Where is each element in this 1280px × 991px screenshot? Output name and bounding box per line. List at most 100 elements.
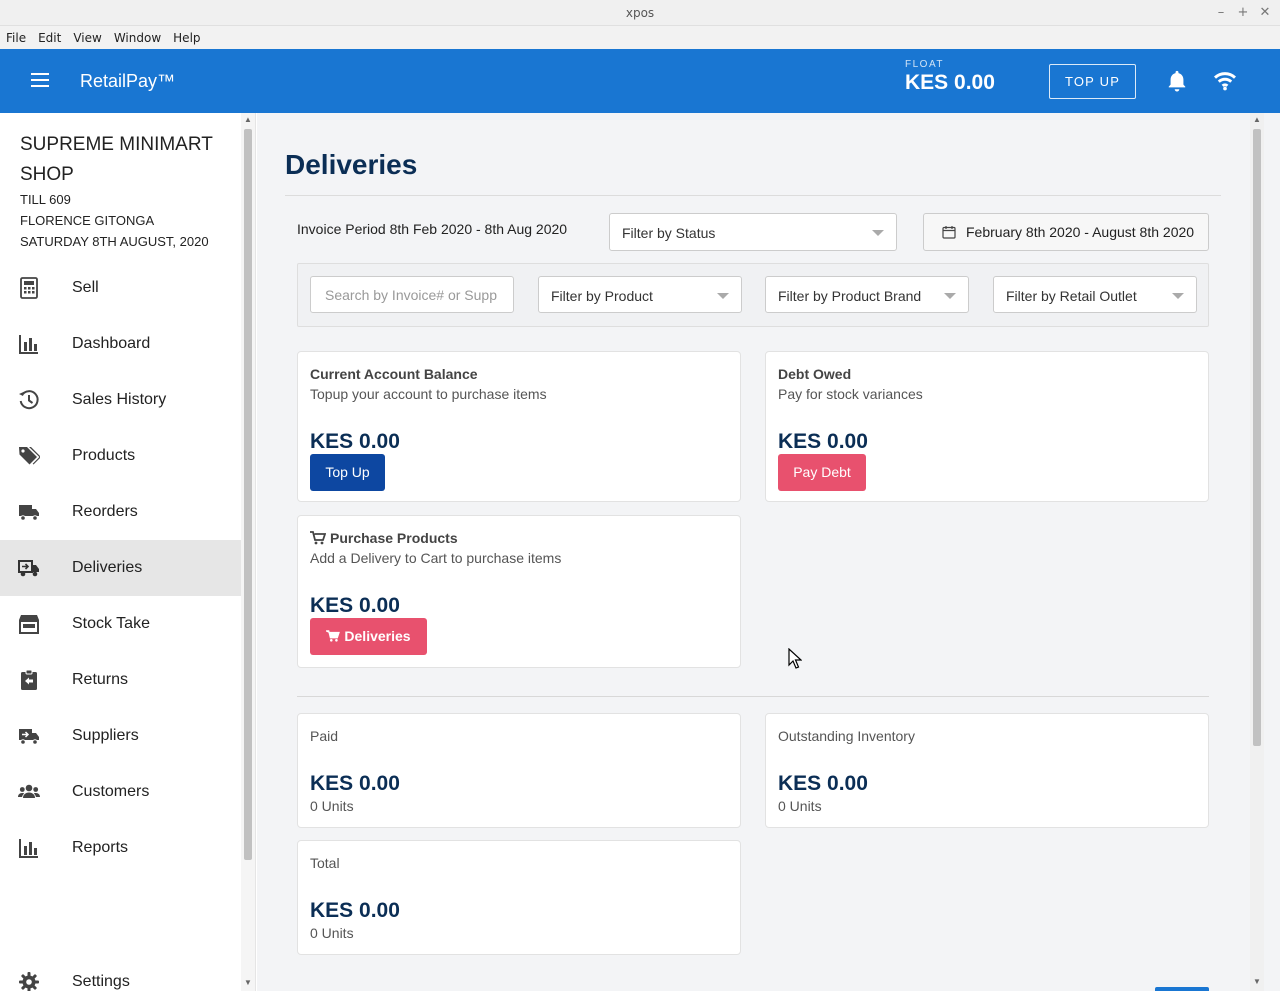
calendar-icon: [942, 226, 956, 239]
page-title: Deliveries: [285, 149, 418, 180]
outstanding-amount: KES 0.00: [778, 772, 868, 795]
main-scroll-up-icon[interactable]: ▲: [1253, 115, 1261, 124]
menu-window[interactable]: Window: [113, 30, 162, 45]
card-title: Debt Owed: [778, 366, 852, 382]
bell-icon[interactable]: [1166, 69, 1188, 93]
chevron-down-icon: [872, 230, 884, 236]
sidebar-item-label: Reorders: [72, 503, 138, 520]
sidebar-scroll-up-icon[interactable]: ▲: [244, 115, 252, 124]
main-content: Deliveries Invoice Period 8th Feb 2020 -…: [257, 113, 1280, 991]
menu-edit[interactable]: Edit: [38, 30, 62, 45]
card-subtitle: Add a Delivery to Cart to purchase items: [310, 550, 562, 566]
sidebar-item-label: Returns: [72, 671, 129, 688]
pay-debt-button[interactable]: Pay Debt: [778, 454, 866, 491]
main-scroll-down-icon[interactable]: ▼: [1253, 977, 1261, 986]
cart-icon: [326, 630, 341, 642]
window-titlebar: xpos – + ✕: [0, 0, 1280, 26]
calculator-icon: [20, 277, 38, 299]
filter-bar: Filter by Product Filter by Product Bran…: [297, 263, 1209, 327]
search-input[interactable]: [310, 276, 514, 313]
menu-help[interactable]: Help: [173, 30, 201, 45]
date-range-button[interactable]: February 8th 2020 - August 8th 2020: [923, 213, 1209, 251]
chevron-down-icon: [717, 293, 729, 299]
sidebar-item-deliveries[interactable]: Deliveries: [0, 540, 241, 596]
product-filter-select[interactable]: Filter by Product: [538, 276, 742, 313]
sidebar-item-reorders[interactable]: Reorders: [0, 484, 241, 540]
sidebar-item-label: Sell: [72, 279, 99, 296]
status-filter-select[interactable]: Filter by Status: [609, 213, 897, 251]
tags-icon: [19, 447, 40, 465]
sidebar-item-label: Settings: [72, 973, 130, 990]
sidebar-item-dashboard[interactable]: Dashboard: [0, 316, 241, 372]
sidebar-item-suppliers[interactable]: Suppliers: [0, 708, 241, 764]
retail-outlet-filter-value: Filter by Retail Outlet: [1006, 288, 1137, 304]
retail-outlet-filter-select[interactable]: Filter by Retail Outlet: [993, 276, 1197, 313]
purchase-products-card: Purchase Products Add a Delivery to Cart…: [297, 515, 741, 668]
paid-stat-card: Paid KES 0.00 0 Units: [297, 713, 741, 828]
balance-amount: KES 0.00: [310, 430, 400, 453]
sidebar-item-sales-history[interactable]: Sales History: [0, 372, 241, 428]
sidebar-item-products[interactable]: Products: [0, 428, 241, 484]
deliveries-cart-button[interactable]: Deliveries: [310, 618, 427, 655]
maximize-button[interactable]: +: [1237, 5, 1249, 20]
header-top-up-button[interactable]: TOP UP: [1049, 64, 1136, 99]
return-clipboard-icon: [21, 669, 37, 690]
product-brand-filter-value: Filter by Product Brand: [778, 288, 922, 304]
sidebar-item-label: Suppliers: [72, 727, 139, 744]
floating-action-button[interactable]: [1155, 987, 1209, 991]
minimize-button[interactable]: –: [1217, 5, 1225, 20]
sidebar-item-label: Stock Take: [72, 615, 150, 632]
account-balance-card: Current Account Balance Topup your accou…: [297, 351, 741, 502]
sidebar-item-label: Dashboard: [72, 335, 151, 352]
sidebar-item-settings[interactable]: Settings: [0, 954, 241, 991]
wifi-icon[interactable]: [1213, 69, 1237, 91]
till-number: TILL 609: [20, 192, 71, 207]
card-subtitle: Topup your account to purchase items: [310, 386, 547, 402]
truck-icon: [19, 505, 39, 521]
card-title: Total: [310, 855, 340, 871]
users-icon: [18, 784, 40, 798]
sidebar: SUPREME MINIMART SHOP TILL 609 FLORENCE …: [0, 113, 256, 991]
close-button[interactable]: ✕: [1259, 5, 1271, 20]
main-scrollbar-thumb[interactable]: [1253, 129, 1261, 746]
sidebar-item-stock-take[interactable]: Stock Take: [0, 596, 241, 652]
sidebar-scrollbar-thumb[interactable]: [244, 129, 252, 860]
total-stat-card: Total KES 0.00 0 Units: [297, 840, 741, 955]
float-display: FLOAT KES 0.00: [905, 59, 995, 95]
sidebar-item-reports[interactable]: Reports: [0, 820, 241, 876]
card-title: Purchase Products: [330, 530, 458, 546]
sidebar-item-sell[interactable]: Sell: [0, 260, 241, 316]
cart-icon: [310, 531, 326, 545]
user-name: FLORENCE GITONGA: [20, 213, 155, 228]
store-icon: [19, 615, 39, 634]
float-label: FLOAT: [905, 59, 944, 70]
deliveries-button-label: Deliveries: [344, 628, 411, 644]
invoice-period: Invoice Period 8th Feb 2020 - 8th Aug 20…: [297, 221, 568, 237]
chevron-down-icon: [944, 293, 956, 299]
menu-view[interactable]: View: [73, 30, 102, 45]
menu-file[interactable]: File: [6, 30, 27, 45]
status-filter-value: Filter by Status: [622, 225, 716, 241]
sidebar-item-customers[interactable]: Customers: [0, 764, 241, 820]
divider: [297, 696, 1209, 697]
sidebar-item-returns[interactable]: Returns: [0, 652, 241, 708]
menu-icon[interactable]: [31, 73, 49, 87]
sidebar-item-label: Products: [72, 447, 136, 464]
total-amount: KES 0.00: [310, 899, 400, 922]
card-title: Current Account Balance: [310, 366, 478, 382]
sidebar-scroll-down-icon[interactable]: ▼: [244, 978, 252, 987]
float-value: KES 0.00: [905, 71, 995, 94]
sidebar-item-label: Reports: [72, 839, 129, 856]
card-title: Paid: [310, 728, 339, 744]
top-up-button[interactable]: Top Up: [310, 454, 385, 491]
window-title: xpos: [625, 6, 655, 20]
brand-name: RetailPay™: [80, 71, 176, 91]
paid-units: 0 Units: [310, 798, 354, 814]
sidebar-item-label: Sales History: [72, 391, 167, 408]
outstanding-inventory-card: Outstanding Inventory KES 0.00 0 Units: [765, 713, 1209, 828]
menu-bar: File Edit View Window Help: [0, 26, 1280, 49]
card-title: Outstanding Inventory: [778, 728, 915, 744]
mouse-cursor-icon: [788, 648, 802, 669]
product-brand-filter-select[interactable]: Filter by Product Brand: [765, 276, 969, 313]
debt-amount: KES 0.00: [778, 430, 868, 453]
